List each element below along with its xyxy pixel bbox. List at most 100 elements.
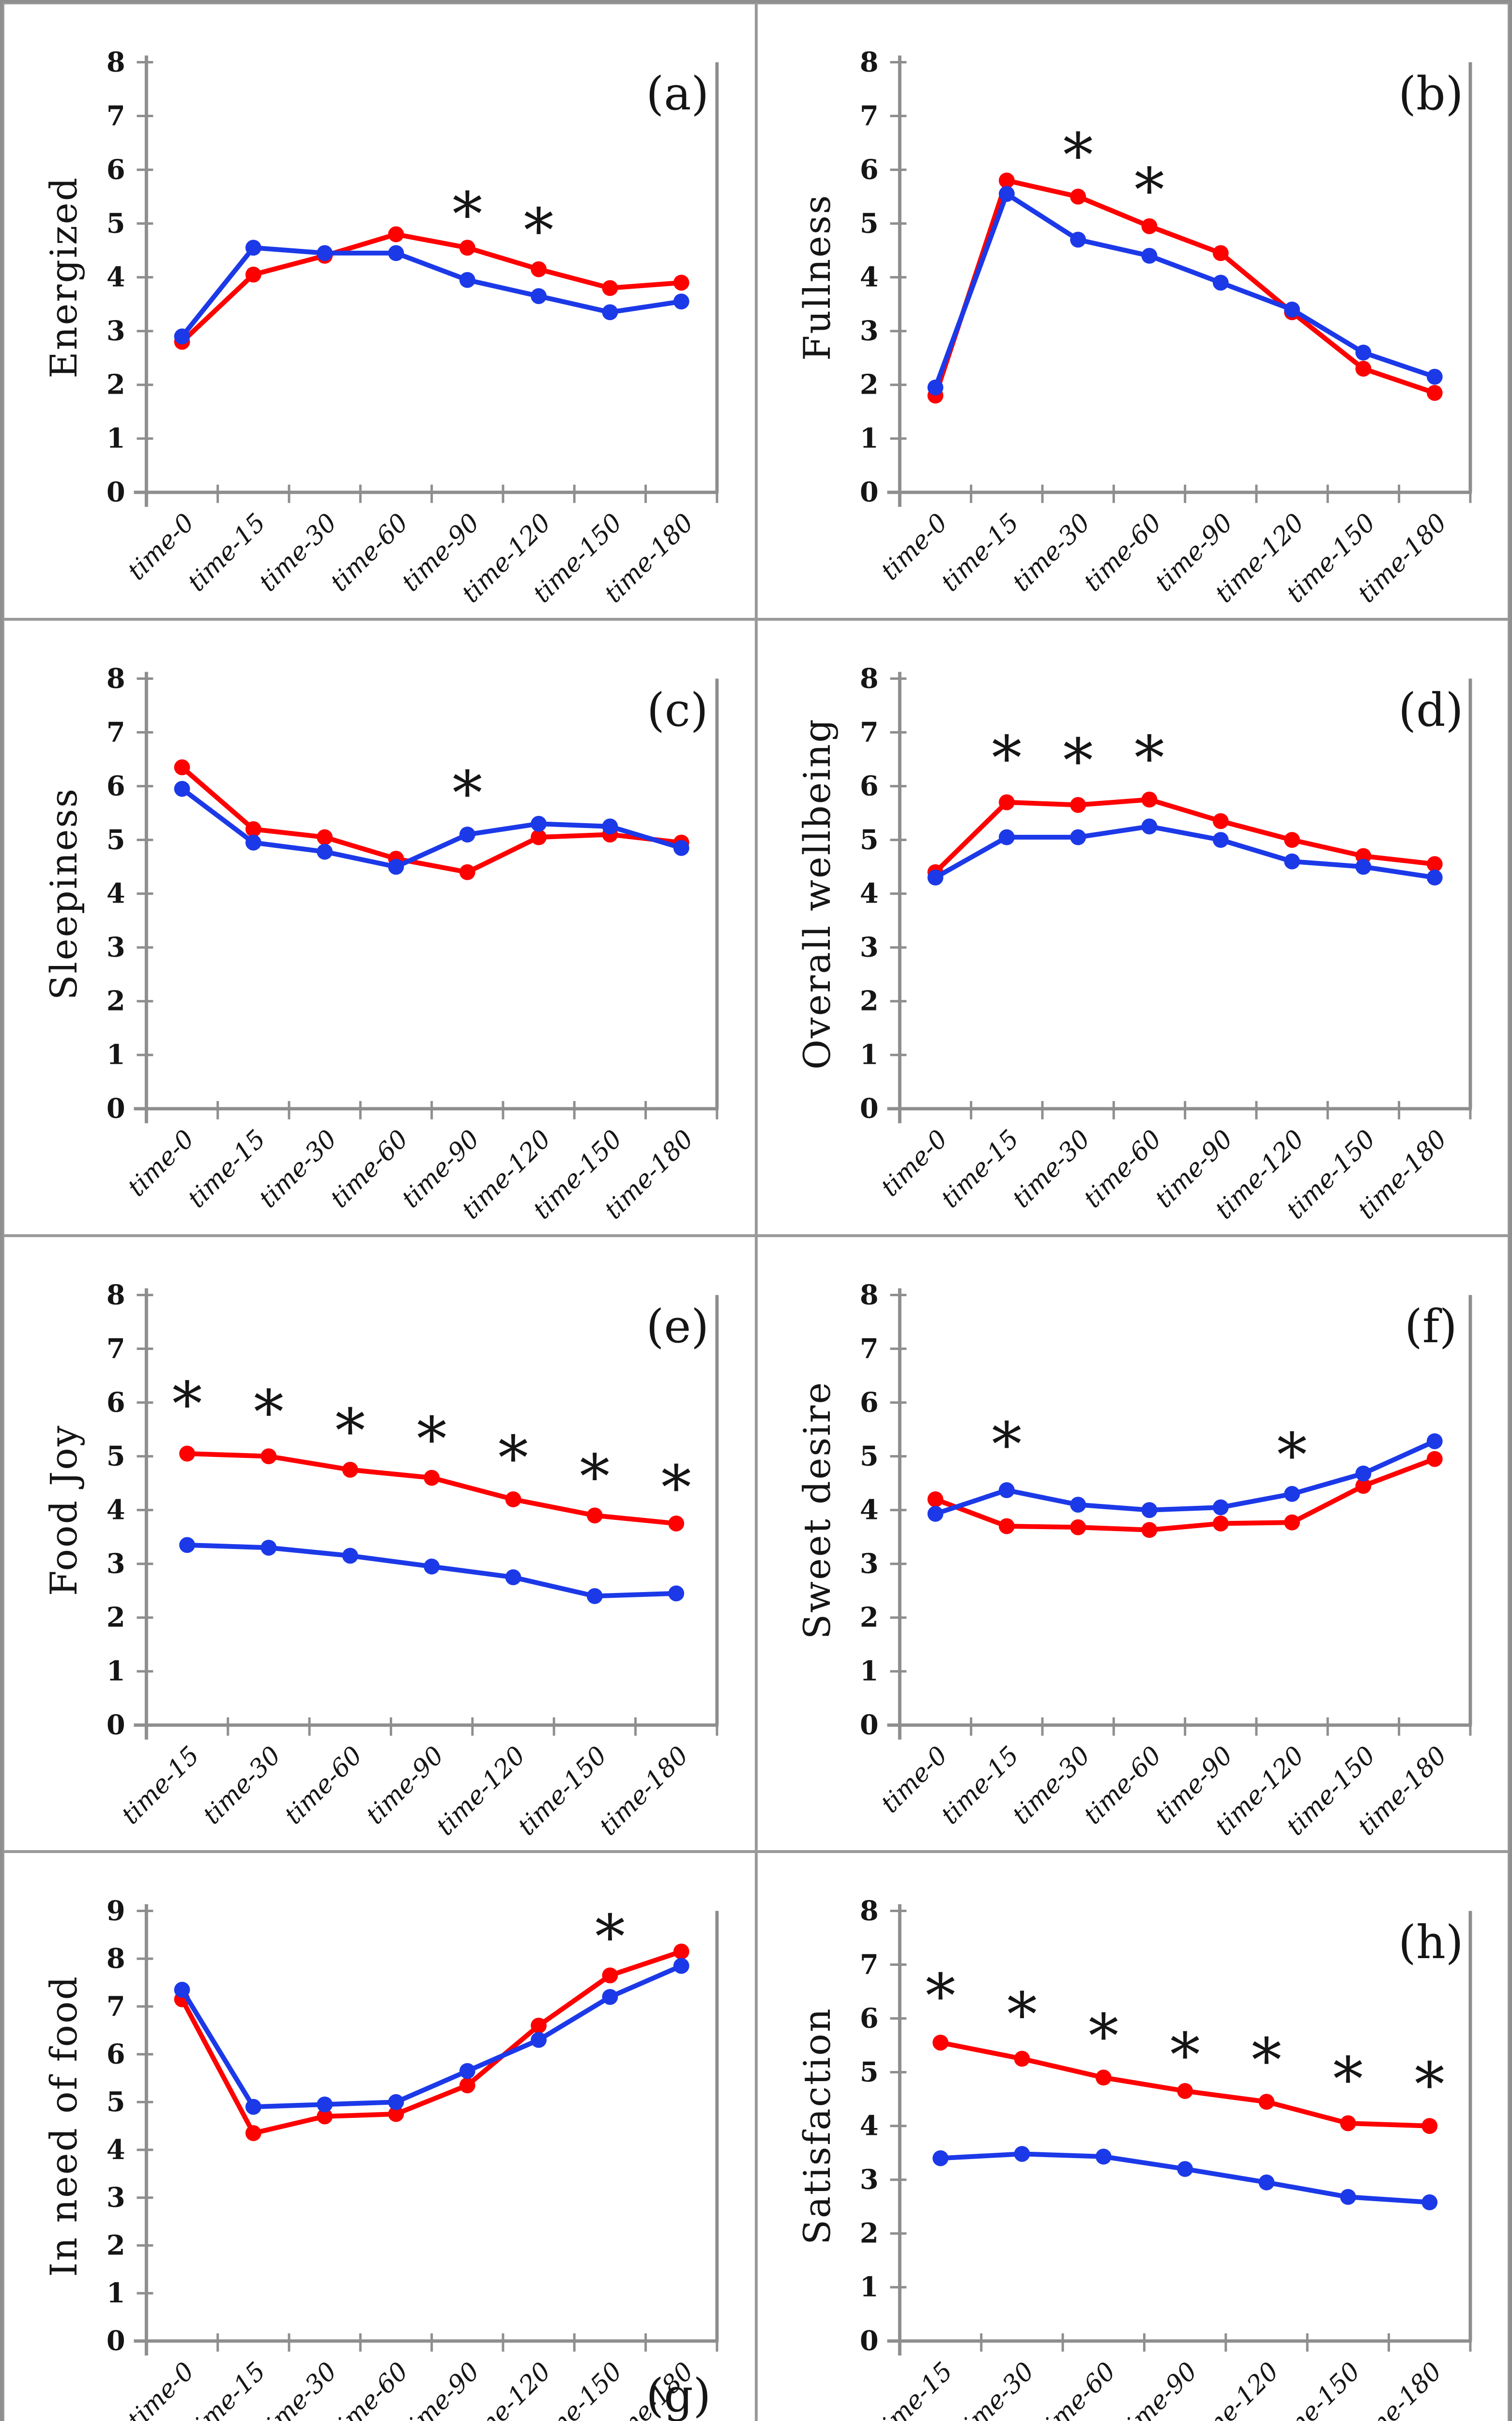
y-tick-label: 8 bbox=[859, 1896, 878, 1927]
x-tick-label: time-150 bbox=[512, 1741, 612, 1841]
blue-series-marker bbox=[1014, 2146, 1030, 2162]
blue-series-marker bbox=[1141, 818, 1157, 835]
y-tick-label: 0 bbox=[107, 1093, 125, 1124]
y-tick-label: 8 bbox=[107, 1279, 125, 1311]
x-tick-label: time-60 bbox=[325, 508, 414, 597]
red-series-marker bbox=[459, 240, 475, 256]
y-tick-label: 6 bbox=[107, 1387, 125, 1418]
red-series-line bbox=[932, 1456, 1437, 1532]
significance-asterisk: * bbox=[1063, 121, 1093, 191]
blue-series-marker bbox=[673, 840, 689, 856]
significance-asterisk: * bbox=[580, 1442, 610, 1512]
chart-panel-a: 0 1 2 3 4 5 6 7 8 time-0 time-15 time-30 time-60 time… bbox=[3, 3, 756, 619]
y-tick-label: 0 bbox=[107, 477, 125, 508]
y-tick-label: 4 bbox=[107, 2134, 125, 2166]
y-tick-label: 0 bbox=[859, 2326, 878, 2357]
significance-asterisk: * bbox=[172, 1370, 202, 1440]
y-axis-title: Sweet desire bbox=[796, 1380, 839, 1639]
red-series-marker bbox=[424, 1470, 440, 1486]
y-tick-label: 0 bbox=[107, 2326, 125, 2357]
red-series-marker bbox=[317, 829, 333, 845]
red-series-marker bbox=[1283, 1514, 1300, 1531]
x-tick-label: time-30 bbox=[198, 1741, 287, 1830]
red-series-line bbox=[180, 1949, 684, 2136]
chart-panel-c: 0 1 2 3 4 5 6 7 8 time-0 time-15 time-30 time-60 time… bbox=[3, 619, 756, 1236]
y-tick-label: 0 bbox=[107, 1709, 125, 1741]
blue-series-marker bbox=[1069, 231, 1086, 248]
y-tick-label: 7 bbox=[859, 100, 878, 132]
x-tick-label: time-180 bbox=[1347, 2357, 1447, 2421]
red-series-marker bbox=[932, 2035, 948, 2051]
blue-series-marker bbox=[673, 293, 689, 310]
panel-label: (c) bbox=[647, 684, 708, 737]
significance-asterisk: * bbox=[925, 1961, 955, 2031]
panel-label: (d) bbox=[1398, 684, 1463, 737]
blue-series-marker bbox=[388, 245, 404, 261]
blue-series-line bbox=[180, 245, 684, 339]
x-tick-label: time-15 bbox=[182, 1124, 271, 1213]
red-series-marker bbox=[998, 1518, 1015, 1534]
y-tick-label: 2 bbox=[107, 985, 125, 1017]
x-tick-label: time-30 bbox=[254, 1124, 343, 1213]
blue-series-marker bbox=[1212, 275, 1229, 291]
red-series-marker bbox=[245, 2125, 261, 2142]
blue-series-line bbox=[932, 1439, 1437, 1516]
blue-series-marker bbox=[531, 288, 547, 304]
red-series-marker bbox=[1212, 1515, 1229, 1532]
x-tick-label: time-60 bbox=[1032, 2357, 1121, 2421]
blue-series-marker bbox=[998, 186, 1015, 202]
y-tick-label: 3 bbox=[859, 2164, 878, 2196]
blue-series-marker bbox=[927, 869, 943, 886]
chart-panel-d: 0 1 2 3 4 5 6 7 8 time-0 time-15 time-30 time-60 time… bbox=[756, 619, 1509, 1236]
x-tick-label: time-60 bbox=[1078, 1124, 1167, 1213]
blue-series-marker bbox=[1141, 1502, 1157, 1518]
y-tick-label: 7 bbox=[859, 1333, 878, 1364]
panel-label: (g) bbox=[646, 2369, 711, 2421]
red-series-marker bbox=[1141, 218, 1157, 234]
red-series-marker bbox=[245, 266, 261, 283]
blue-series-marker bbox=[927, 1505, 943, 1522]
y-tick-label: 1 bbox=[107, 1655, 125, 1687]
y-tick-label: 4 bbox=[859, 878, 878, 909]
red-series-marker bbox=[459, 864, 475, 880]
significance-asterisk: * bbox=[595, 1903, 625, 1973]
blue-series-marker bbox=[245, 834, 261, 851]
significance-asterisk: * bbox=[417, 1405, 447, 1474]
red-series-line bbox=[180, 231, 684, 344]
y-tick-label: 1 bbox=[859, 2272, 878, 2303]
significance-asterisk: * bbox=[452, 759, 482, 828]
chart-panel-b: 0 1 2 3 4 5 6 7 8 time-0 time-15 time-30 time-60 time… bbox=[756, 3, 1509, 619]
significance-asterisk: * bbox=[992, 1410, 1022, 1480]
blue-series-marker bbox=[932, 2150, 948, 2166]
x-tick-label: time-15 bbox=[182, 2357, 271, 2421]
y-tick-label: 3 bbox=[107, 1548, 125, 1579]
blue-series-marker bbox=[531, 815, 547, 832]
significance-asterisk: * bbox=[1170, 2021, 1200, 2091]
y-tick-label: 5 bbox=[859, 208, 878, 240]
red-series-marker bbox=[586, 1507, 603, 1523]
blue-series-marker bbox=[1283, 301, 1300, 318]
significance-asterisk: * bbox=[1088, 2002, 1118, 2072]
significance-asterisk: * bbox=[1251, 2026, 1281, 2096]
red-series-marker bbox=[1355, 1477, 1371, 1494]
blue-series-marker bbox=[1340, 2189, 1356, 2205]
chart-h-satisfaction: 012345678time-15time-30time-60time-90tim… bbox=[796, 1896, 1472, 2421]
significance-asterisk: * bbox=[1007, 1980, 1037, 2050]
y-tick-label: 6 bbox=[859, 770, 878, 802]
chart-f-sweet-desire: 012345678time-0time-15time-30time-60time… bbox=[796, 1279, 1472, 1841]
y-tick-label: 2 bbox=[859, 2218, 878, 2250]
red-series-marker bbox=[388, 2106, 404, 2122]
significance-asterisk: * bbox=[1134, 724, 1164, 794]
x-tick-label: time-15 bbox=[869, 2357, 958, 2421]
red-series-line bbox=[180, 765, 684, 874]
y-tick-label: 7 bbox=[107, 1333, 125, 1364]
red-series-marker bbox=[1095, 2069, 1112, 2086]
y-tick-label: 1 bbox=[107, 1039, 125, 1071]
blue-series-marker bbox=[1426, 869, 1443, 886]
y-tick-label: 1 bbox=[107, 423, 125, 455]
y-tick-label: 8 bbox=[107, 663, 125, 694]
blue-series-marker bbox=[1069, 1496, 1086, 1513]
x-tick-label: time-180 bbox=[594, 1741, 694, 1841]
blue-series-marker bbox=[1141, 247, 1157, 264]
blue-series-line bbox=[932, 191, 1437, 390]
